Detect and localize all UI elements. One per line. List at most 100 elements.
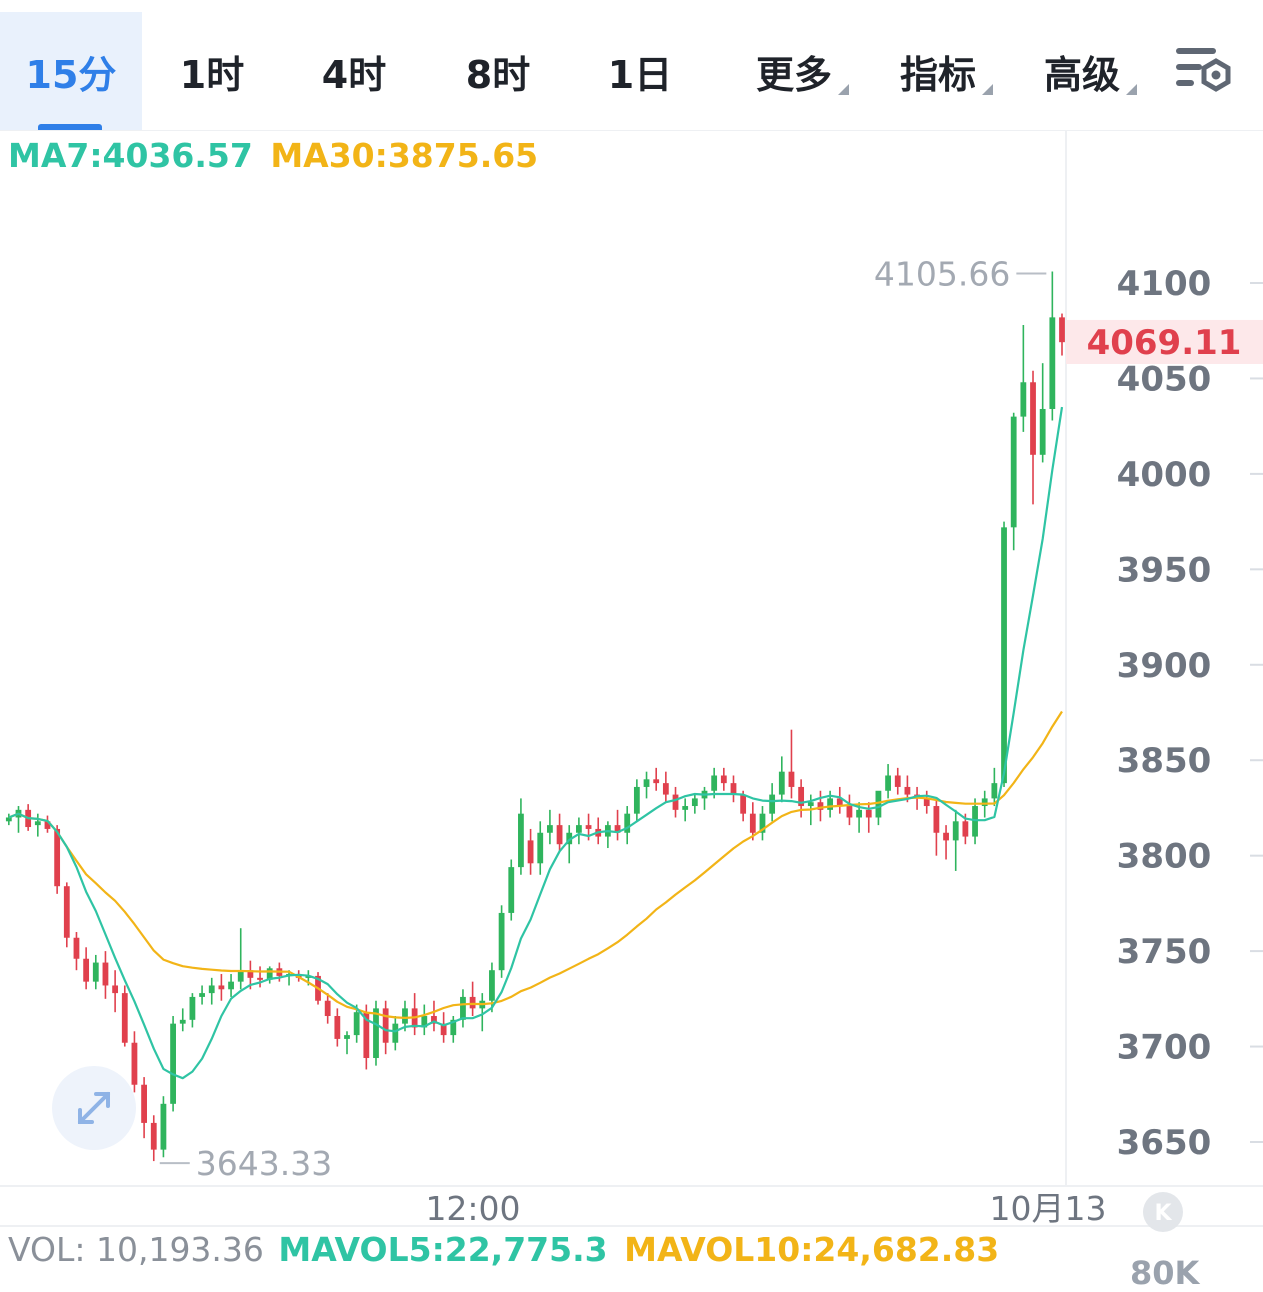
candle-body bbox=[904, 786, 911, 795]
candle-body bbox=[672, 794, 679, 810]
candle-body bbox=[1010, 416, 1017, 528]
candle-body bbox=[334, 1016, 341, 1039]
candle-body bbox=[1020, 382, 1027, 417]
y-tick-label: 4000 bbox=[1117, 455, 1212, 495]
candle-body bbox=[247, 970, 254, 978]
tab-1h-label: 1时 bbox=[179, 52, 245, 97]
ma7-value: MA7:4036.57 bbox=[8, 136, 253, 175]
candle-body bbox=[92, 962, 99, 982]
candle-body bbox=[585, 825, 592, 829]
candle-body bbox=[1049, 317, 1056, 409]
last-price-box bbox=[1066, 319, 1263, 364]
candle-body bbox=[179, 1019, 186, 1024]
ma-legend: MA7:4036.57 MA30:3875.65 bbox=[8, 136, 538, 175]
x-tick-label: 10月13 bbox=[990, 1189, 1107, 1228]
candle-body bbox=[150, 1122, 157, 1150]
tab-advanced-label: 高级 bbox=[1043, 52, 1120, 97]
tab-1d[interactable]: 1日 bbox=[578, 12, 702, 130]
y-tick-label: 3800 bbox=[1117, 837, 1212, 877]
candle-body bbox=[44, 821, 51, 829]
candle-body bbox=[363, 1012, 370, 1059]
candle-body bbox=[643, 779, 650, 787]
tab-more[interactable]: 更多 bbox=[734, 12, 854, 130]
candle-body bbox=[556, 825, 563, 845]
y-tick-label: 3950 bbox=[1117, 550, 1212, 590]
candle-body bbox=[875, 790, 882, 818]
candle-body bbox=[943, 832, 949, 841]
tab-8h[interactable]: 8时 bbox=[436, 12, 560, 130]
candle-body bbox=[547, 825, 553, 833]
y-tick-label: 3850 bbox=[1117, 741, 1212, 781]
candle-body bbox=[575, 825, 582, 833]
candle-body bbox=[1030, 382, 1036, 455]
candle-body bbox=[208, 985, 215, 994]
candle-body bbox=[489, 970, 495, 1001]
candle-body bbox=[798, 786, 805, 807]
candle-body bbox=[962, 821, 969, 837]
candle-body bbox=[662, 783, 669, 795]
candle-body bbox=[518, 813, 524, 868]
candle-body bbox=[633, 786, 640, 814]
candle-body bbox=[720, 775, 727, 784]
candle-body bbox=[170, 1023, 176, 1104]
candle-body bbox=[266, 968, 273, 980]
caret-down-icon bbox=[838, 84, 849, 95]
expand-arrows-icon[interactable] bbox=[52, 1066, 136, 1150]
candle-body bbox=[682, 806, 689, 810]
candle-body bbox=[83, 958, 90, 982]
tab-indicators[interactable]: 指标 bbox=[878, 12, 998, 130]
x-tick-label: 12:00 bbox=[425, 1189, 520, 1228]
last-price-label: 4069.11 bbox=[1087, 323, 1242, 363]
candle-body bbox=[421, 1016, 428, 1028]
ma30-value: MA30:3875.65 bbox=[270, 136, 539, 175]
candle-body bbox=[730, 783, 737, 795]
candle-body bbox=[324, 1000, 331, 1017]
chart-settings-icon[interactable] bbox=[1170, 44, 1236, 100]
candle-body bbox=[836, 798, 843, 807]
candle-body bbox=[440, 1023, 447, 1036]
candle-body bbox=[972, 806, 978, 837]
volume-legend: VOL: 10,193.36 MAVOL5:22,775.3 MAVOL10:2… bbox=[8, 1230, 999, 1269]
candle-body bbox=[34, 821, 41, 826]
y-tick-label: 4050 bbox=[1117, 359, 1212, 399]
y-tick-label: 3750 bbox=[1117, 932, 1212, 972]
candle-body bbox=[305, 975, 312, 978]
candle-body bbox=[856, 809, 862, 818]
tab-15m[interactable]: 15分 bbox=[0, 12, 142, 130]
candle-body bbox=[614, 825, 621, 833]
volume-axis-label: 80K bbox=[1130, 1254, 1200, 1292]
tab-1h[interactable]: 1时 bbox=[150, 12, 274, 130]
candle-body bbox=[121, 993, 128, 1043]
candle-body bbox=[991, 783, 998, 799]
candle-body bbox=[450, 1019, 457, 1036]
candle-body bbox=[1059, 317, 1065, 343]
candle-body bbox=[894, 775, 901, 787]
tab-advanced[interactable]: 高级 bbox=[1022, 12, 1142, 130]
candle-body bbox=[778, 771, 785, 795]
low-price-label: 3643.33 bbox=[196, 1144, 332, 1183]
tab-1d-label: 1日 bbox=[607, 52, 673, 97]
candle-body bbox=[131, 1042, 138, 1085]
tab-more-label: 更多 bbox=[755, 52, 832, 97]
candle-body bbox=[402, 1008, 408, 1024]
candle-body bbox=[624, 813, 631, 833]
candle-body bbox=[691, 798, 698, 807]
volume-value: VOL: 10,193.36 bbox=[8, 1230, 264, 1269]
candle-body bbox=[469, 996, 476, 1009]
tab-4h[interactable]: 4时 bbox=[292, 12, 416, 130]
ma7-line bbox=[8, 406, 1064, 1080]
tab-bar-divider bbox=[0, 130, 1263, 131]
candle-body bbox=[353, 1012, 360, 1036]
mavol5-value: MAVOL5:22,775.3 bbox=[278, 1230, 608, 1269]
candle-body bbox=[817, 802, 824, 810]
tab-15m-label: 15分 bbox=[25, 52, 117, 97]
tab-8h-label: 8时 bbox=[465, 52, 531, 97]
candle-body bbox=[228, 981, 234, 990]
tab-indicators-label: 指标 bbox=[899, 52, 976, 97]
candle-body bbox=[73, 937, 80, 959]
candle-body bbox=[5, 817, 12, 822]
candle-body bbox=[653, 779, 660, 784]
candle-body bbox=[537, 832, 544, 864]
y-tick-label: 3900 bbox=[1117, 646, 1212, 686]
